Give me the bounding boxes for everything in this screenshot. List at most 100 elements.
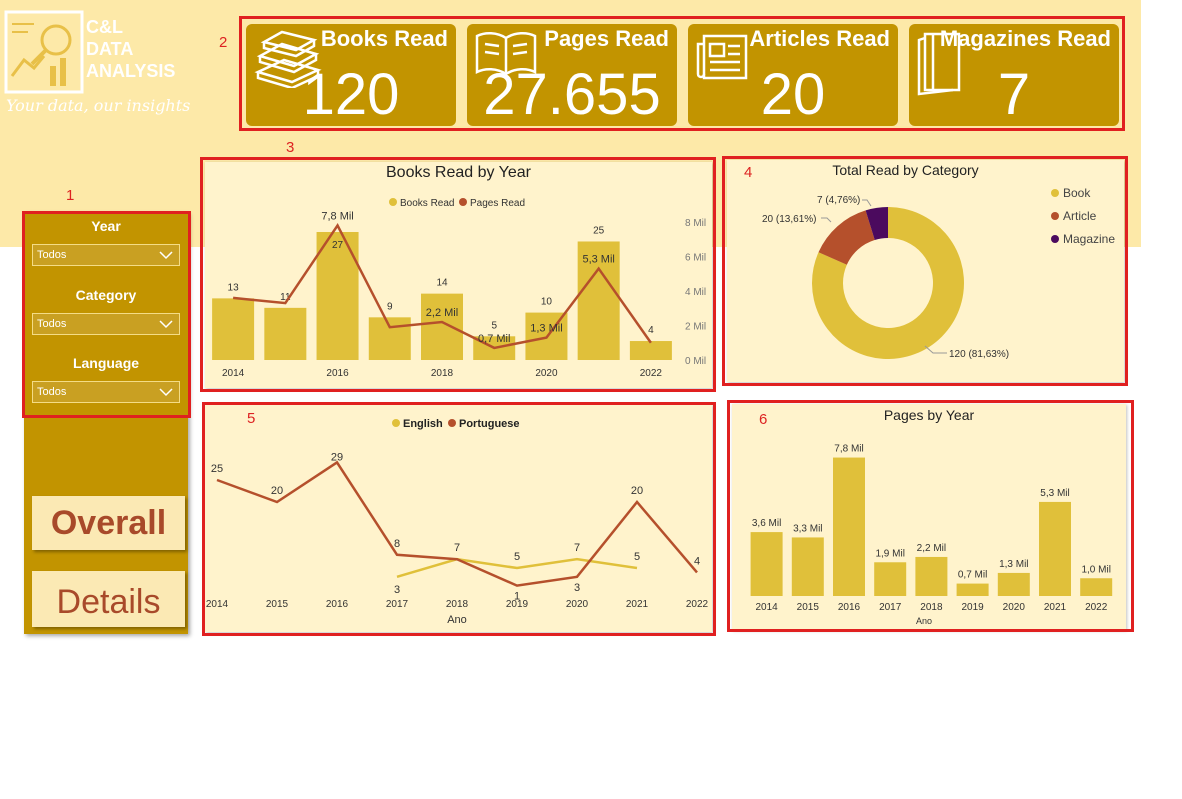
x-tick-label: 2022 [640, 368, 663, 379]
details-button-label: Details [56, 583, 161, 621]
x-tick-label: 2018 [431, 368, 454, 379]
x-tick-label: 2022 [1085, 602, 1108, 613]
overall-button-label: Overall [50, 504, 167, 542]
newspaper-icon [696, 34, 748, 80]
line-series [232, 222, 652, 350]
donut-slice [818, 210, 875, 265]
donut-slice [865, 207, 888, 240]
x-tick-label: 2020 [535, 368, 558, 379]
bar [956, 583, 989, 596]
books-by-year-chart: Books Read Pages Read 13 11 27 9 14 5 10 25 4 7,8 M… [212, 198, 706, 379]
bar-label: 1,9 Mil [875, 548, 904, 559]
bar-label: 3,3 Mil [793, 523, 822, 534]
data-label: 1 [514, 591, 520, 603]
bar [1080, 578, 1113, 596]
data-label: 29 [331, 451, 343, 463]
annotation-number: 6 [759, 411, 768, 428]
bar [1039, 501, 1071, 596]
slice-label: 120 (81,63%) [949, 349, 1009, 360]
chart-title: Books Read by Year [386, 164, 531, 181]
x-tick-label: 2015 [266, 599, 289, 610]
kpi-value: 7 [997, 62, 1031, 127]
legend-marker [459, 198, 467, 206]
line-series [216, 460, 698, 587]
x-tick-label: 2022 [686, 599, 709, 610]
data-label: 3 [574, 582, 580, 594]
line-label: 0,7 Mil [478, 333, 510, 345]
report-canvas: C&L DATA ANALYSIS Your data, our insight… [0, 0, 1141, 637]
legend-marker [1051, 189, 1059, 197]
bar-label: 25 [593, 225, 605, 236]
slice-leader [924, 345, 947, 354]
bar-label: 1,3 Mil [999, 559, 1028, 570]
bar-label: 10 [541, 297, 553, 308]
sidebar: Year Todos Category Todos Language Todos [24, 212, 188, 634]
x-tick-label: 2016 [838, 602, 861, 613]
annotation-number: 4 [744, 164, 753, 181]
highlight-box-kpis [239, 16, 1125, 131]
donut-slice [812, 207, 964, 359]
data-label: 8 [394, 538, 400, 550]
bar-label: 4 [648, 325, 654, 336]
data-label: 4 [694, 555, 700, 567]
bar [750, 532, 783, 596]
x-tick-label: 2019 [961, 602, 984, 613]
pages-panel: Pages by Year 3,6 Mil 2014 3,3 Mil 2015 7,8 … [732, 404, 1126, 630]
brand-slogan: Your data, our insights [6, 96, 191, 115]
line-label: 7,8 Mil [321, 210, 353, 222]
year-filter-value: Todos [37, 249, 67, 261]
x-tick-label: 2017 [386, 599, 409, 610]
category-donut-chart: 120 (81,63%) 20 (13,61%)7 (4,76%) Book Arti… [762, 186, 1115, 360]
kpi-value: 20 [760, 62, 826, 127]
bar-label: 9 [387, 301, 393, 312]
bar [264, 307, 307, 360]
x-tick-label: 2017 [879, 602, 902, 613]
category-filter-label: Category [75, 287, 137, 303]
magazine-icon [917, 32, 961, 96]
chart-title: Total Read by Category [832, 162, 979, 178]
chevron-down-icon [159, 320, 173, 329]
data-label: 20 [271, 485, 283, 497]
bar [577, 241, 620, 360]
bar [629, 341, 672, 360]
open-book-icon [475, 32, 537, 76]
x-tick-label: 2020 [566, 599, 589, 610]
chart-title: Pages by Year [883, 407, 975, 423]
bar-label: 5 [491, 320, 497, 331]
data-label: 5 [514, 551, 520, 563]
details-button[interactable]: Details [32, 571, 185, 627]
legend-label: Article [1063, 209, 1097, 223]
bar-label: 11 [280, 292, 291, 303]
x-axis-label: Ano [447, 614, 467, 626]
kpi-value: 27.655 [483, 62, 661, 127]
year-filter-dropdown[interactable]: Todos [32, 244, 180, 266]
year-filter-label: Year [91, 218, 121, 234]
highlight-box-filters [22, 211, 191, 418]
category-filter-dropdown[interactable]: Todos [32, 313, 180, 335]
line-label: 2,2 Mil [426, 307, 458, 319]
brand-logo [4, 10, 194, 120]
highlight-box-books-chart [200, 157, 716, 392]
bar-label: 5,3 Mil [1040, 488, 1069, 499]
brand-line-2: DATA [86, 39, 134, 59]
line-label: 1,3 Mil [530, 323, 562, 335]
language-panel: English Portuguese 25 20 29 8 3 7 5 1 7 3 20 5 4 2014 20… [205, 404, 712, 632]
legend-marker [389, 198, 397, 206]
language-filter-dropdown[interactable]: Todos [32, 381, 180, 403]
overall-button[interactable]: Overall [32, 496, 185, 550]
category-filter-value: Todos [37, 318, 67, 330]
x-tick-label: 2018 [920, 602, 943, 613]
annotation-number: 3 [286, 139, 295, 156]
slice-leader [821, 217, 832, 223]
bar-label: 14 [436, 278, 448, 289]
kpi-value: 120 [302, 62, 400, 127]
legend-label: English [403, 418, 443, 430]
language-line-chart: English Portuguese 25 20 29 8 3 7 5 1 7 3 20 5 4 2014 20… [206, 418, 709, 626]
x-tick-label: 2014 [222, 368, 245, 379]
slice-label: 20 (13,61%) [762, 214, 816, 225]
kpi-pages-read: Pages Read 27.655 [467, 24, 677, 126]
books-icon [254, 30, 322, 88]
x-tick-label: 2019 [506, 599, 529, 610]
bar [368, 317, 411, 360]
brand-name: C&L DATA ANALYSIS [86, 16, 175, 82]
